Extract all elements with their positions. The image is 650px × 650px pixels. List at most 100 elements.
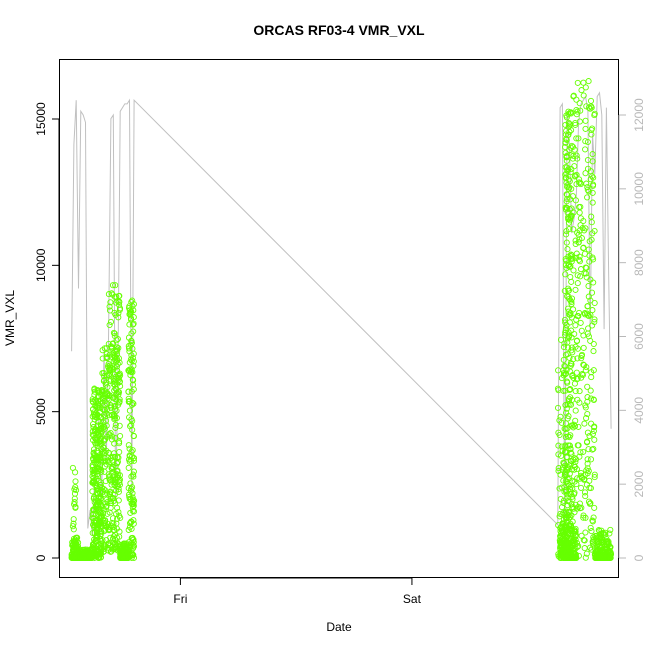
data-point — [111, 491, 118, 498]
data-point — [587, 337, 594, 344]
data-point — [113, 414, 120, 422]
data-point — [587, 276, 594, 283]
data-point — [99, 355, 106, 362]
data-point — [105, 457, 112, 464]
data-point — [99, 394, 106, 401]
data-point — [130, 377, 137, 384]
data-point — [570, 93, 577, 100]
data-point — [576, 388, 583, 395]
data-point — [591, 471, 598, 478]
data-point — [115, 508, 122, 516]
data-point — [82, 546, 89, 553]
data-point — [555, 467, 562, 475]
data-point — [125, 388, 132, 395]
data-point — [107, 370, 114, 377]
data-point — [567, 526, 575, 533]
data-point — [107, 299, 114, 306]
data-point — [99, 516, 107, 523]
data-point — [112, 434, 119, 442]
data-point — [116, 422, 123, 429]
data-point — [587, 387, 594, 394]
data-point — [572, 120, 579, 127]
data-point — [94, 402, 101, 409]
data-point — [108, 478, 115, 485]
data-point — [555, 367, 562, 374]
data-point — [570, 456, 577, 463]
data-point — [111, 403, 118, 410]
data-point — [582, 125, 589, 132]
data-point — [129, 369, 136, 376]
data-point — [115, 314, 122, 321]
x-axis-label: Date — [326, 620, 352, 634]
data-point — [113, 483, 120, 490]
data-point — [562, 164, 569, 171]
data-point — [129, 417, 136, 425]
data-point — [582, 264, 589, 271]
data-point — [574, 543, 581, 551]
data-point — [574, 108, 581, 115]
data-point — [125, 442, 132, 449]
data-point — [565, 413, 572, 420]
data-point — [581, 227, 588, 234]
data-point — [567, 483, 574, 490]
data-point — [106, 321, 113, 329]
data-point — [116, 306, 123, 313]
data-point — [563, 239, 570, 246]
data-point — [115, 488, 122, 495]
data-point — [557, 533, 564, 540]
data-point — [561, 316, 569, 323]
data-point — [607, 553, 614, 560]
data-point — [573, 152, 580, 159]
data-point — [573, 171, 580, 178]
data-point — [589, 230, 596, 237]
series-points-group — [68, 78, 615, 562]
data-point — [582, 493, 589, 500]
data-point — [125, 485, 132, 492]
data-point — [92, 439, 99, 446]
data-point — [580, 344, 587, 351]
data-point — [562, 546, 569, 553]
data-point — [569, 477, 576, 484]
data-point — [566, 537, 573, 544]
data-point — [593, 554, 600, 562]
data-point — [563, 514, 570, 521]
data-point — [589, 446, 596, 453]
data-point — [585, 446, 592, 453]
data-point — [109, 340, 116, 348]
data-point — [116, 448, 123, 456]
data-point — [589, 189, 596, 196]
data-point — [585, 246, 592, 253]
data-point — [127, 509, 134, 516]
data-point — [576, 309, 583, 316]
data-point — [562, 371, 569, 378]
data-point — [129, 399, 136, 406]
data-point — [94, 464, 101, 471]
data-point — [129, 354, 136, 361]
data-point — [572, 388, 579, 395]
data-point — [102, 487, 109, 494]
data-point — [130, 350, 137, 357]
data-point — [103, 350, 110, 358]
data-point — [589, 307, 596, 314]
data-point — [568, 512, 575, 519]
data-point — [560, 497, 567, 504]
data-point — [584, 138, 591, 146]
data-point — [587, 524, 594, 531]
data-point — [591, 299, 598, 307]
data-point — [582, 402, 589, 409]
data-point — [91, 523, 98, 531]
data-point — [568, 278, 575, 285]
data-point — [128, 473, 135, 480]
data-point — [566, 401, 573, 408]
data-point — [564, 293, 571, 300]
data-point — [561, 340, 568, 347]
data-point — [70, 520, 77, 527]
data-point — [89, 462, 96, 469]
data-point — [585, 293, 592, 300]
data-point — [98, 513, 105, 520]
data-point — [70, 540, 77, 548]
data-point — [105, 340, 112, 347]
data-point — [574, 272, 581, 279]
data-point — [128, 366, 135, 373]
